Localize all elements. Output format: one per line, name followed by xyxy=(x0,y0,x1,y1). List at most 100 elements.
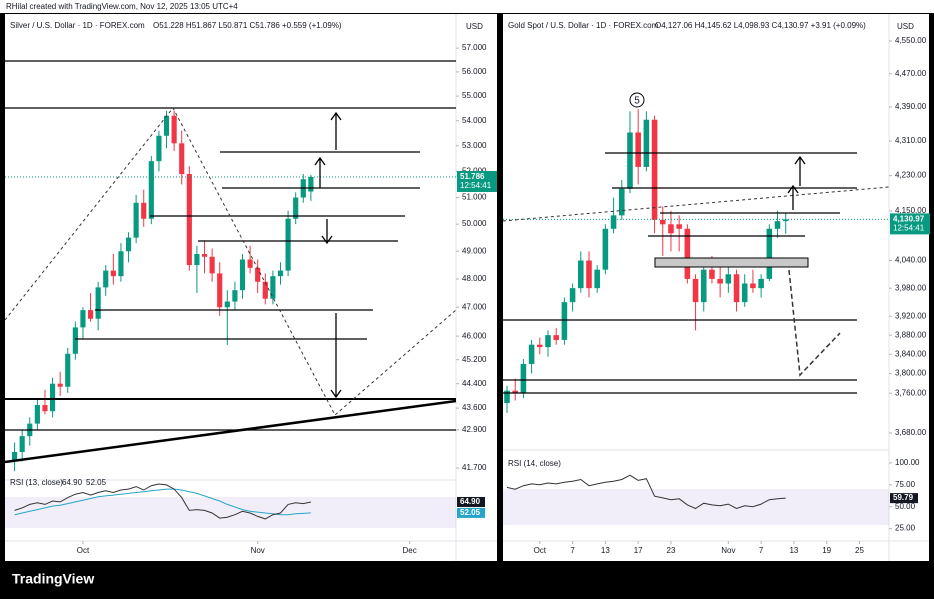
candle-body xyxy=(42,405,48,412)
y-tick-label: 42.900 xyxy=(462,425,487,434)
rsi-legend-ma: 52.05 xyxy=(86,478,107,487)
candle-body xyxy=(782,219,789,222)
candle-body xyxy=(224,301,230,308)
x-tick-label: 7 xyxy=(570,546,575,555)
candle-body xyxy=(586,260,592,289)
rsi-ma-line xyxy=(14,488,311,516)
x-tick-label: 7 xyxy=(759,546,764,555)
y-tick-label: 4,040.00 xyxy=(895,256,927,265)
candle-body xyxy=(72,327,78,354)
candle-body xyxy=(217,273,223,308)
candle-body xyxy=(186,174,192,266)
symbol-title: Silver / U.S. Dollar · 1D · FOREX.com xyxy=(10,21,145,30)
y-tick-label: 3,680.00 xyxy=(895,428,927,437)
y-tick-label: 48.000 xyxy=(462,274,487,283)
y-tick-label: 3,840.00 xyxy=(895,349,927,358)
rsi-value-box xyxy=(457,496,485,507)
y-tick-label: 54.000 xyxy=(462,116,487,125)
candle-body xyxy=(118,251,124,277)
arrow xyxy=(794,155,806,186)
candle-body xyxy=(163,115,170,136)
candle-body xyxy=(561,302,568,340)
candle-body xyxy=(717,278,723,284)
y-tick-label: 56.000 xyxy=(462,67,487,76)
last-price: 51.786 xyxy=(460,172,485,181)
y-tick-label: 4,230.00 xyxy=(895,171,927,180)
candle-body xyxy=(676,224,682,229)
y-tick-label: 55.000 xyxy=(462,91,487,100)
x-tick-label: 23 xyxy=(667,546,676,555)
candle-body xyxy=(125,237,132,252)
candle-body xyxy=(594,269,600,289)
candle-body xyxy=(11,451,18,462)
candle-body xyxy=(57,383,63,387)
currency: USD xyxy=(466,22,483,31)
candle-body xyxy=(668,224,674,234)
rsi-title: RSI (14, close) xyxy=(508,459,561,468)
credit: RHilal created with TradingView.com, Nov… xyxy=(6,2,238,11)
candle-body xyxy=(308,176,314,192)
arrow xyxy=(321,219,333,245)
candle-body xyxy=(692,278,699,303)
rsi-line xyxy=(14,483,312,520)
zone xyxy=(654,257,809,268)
x-tick-label: 25 xyxy=(855,546,864,555)
last-price-box xyxy=(890,213,930,235)
candle-body xyxy=(553,335,559,340)
candle-body xyxy=(232,290,238,302)
gold-chart: 4,550.00 4,470.00 4,390.00 4,310.00 4,230.00… xyxy=(503,36,930,555)
candle-body xyxy=(709,269,715,279)
candle-body xyxy=(504,390,510,404)
rsi-legend-value: 64.90 xyxy=(62,478,83,487)
credit-bar xyxy=(0,0,934,13)
x-tick-label: 17 xyxy=(634,546,643,555)
rsi-ma-box xyxy=(457,507,485,518)
candle-body xyxy=(610,215,617,229)
candle-body xyxy=(65,353,71,387)
candle-body xyxy=(171,115,177,144)
candle-body xyxy=(194,254,200,266)
candle-body xyxy=(19,436,25,452)
candle-body xyxy=(247,259,253,268)
y-tick-label: 3,980.00 xyxy=(895,283,927,292)
rsi-tick-label: 75.00 xyxy=(895,480,916,489)
y-tick-label: 47.000 xyxy=(462,302,487,311)
candle-body xyxy=(293,197,299,219)
y-tick-label: 3,760.00 xyxy=(895,388,927,397)
y-tick-label: 51.000 xyxy=(462,193,487,202)
wave-label: 5 xyxy=(634,96,640,107)
arrow xyxy=(330,111,342,150)
candle-body xyxy=(209,256,215,274)
rsi-tick-label: 25.00 xyxy=(895,524,916,533)
wave-marker xyxy=(629,92,645,108)
arrow xyxy=(787,184,799,210)
candle-body xyxy=(725,274,732,284)
candle-body xyxy=(684,228,691,279)
rsi-tick-label: 50.00 xyxy=(895,502,916,511)
countdown: 12:54:41 xyxy=(460,181,492,190)
symbol-title: Gold Spot / U.S. Dollar · 1D · FOREX.com xyxy=(508,21,659,30)
currency: USD xyxy=(897,22,914,31)
x-tick-label: 19 xyxy=(822,546,831,555)
rsi-band xyxy=(5,497,456,528)
projection xyxy=(4,107,457,416)
x-tick-label: Nov xyxy=(721,546,735,555)
candle-body xyxy=(643,119,650,167)
y-tick-label: 4,150.00 xyxy=(895,206,927,215)
x-tick-label: 13 xyxy=(601,546,610,555)
candle-body xyxy=(635,132,641,167)
rsi-value-box xyxy=(890,493,918,504)
candle-body xyxy=(239,259,246,291)
rsi-line xyxy=(506,474,786,510)
x-tick-label: Nov xyxy=(251,546,265,555)
last-price-box xyxy=(457,170,497,192)
y-tick-label: 3,800.00 xyxy=(895,369,927,378)
candle-body xyxy=(95,287,101,319)
arrow xyxy=(330,313,342,399)
candle-body xyxy=(651,119,658,220)
y-tick-label: 3,880.00 xyxy=(895,330,927,339)
candle-body xyxy=(750,283,756,289)
candle-body xyxy=(133,202,139,238)
candle-body xyxy=(578,260,584,289)
